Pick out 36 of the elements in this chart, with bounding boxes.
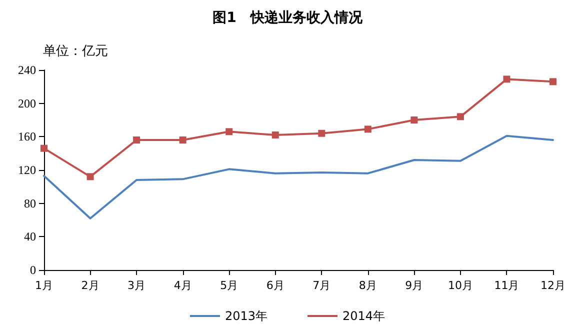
point xyxy=(226,128,233,136)
y-tick-label: 40 xyxy=(24,230,36,244)
chart-title: 图1 快递业务收入情况 xyxy=(212,9,364,26)
point xyxy=(503,76,510,83)
x-tick-label: 10月 xyxy=(448,279,473,292)
y-tick-label: 200 xyxy=(18,96,36,110)
x-tick-label: 6月 xyxy=(266,279,284,292)
y-tick-label: 240 xyxy=(18,63,36,77)
y-tick-label: 0 xyxy=(30,263,36,277)
point xyxy=(40,144,48,152)
x-tick-label: 7月 xyxy=(312,279,331,292)
y-tick-label: 160 xyxy=(18,130,36,144)
x-tick-label: 4月 xyxy=(174,279,192,292)
x-tick-label: 8月 xyxy=(358,279,377,292)
x-tick-label: 9月 xyxy=(405,279,424,292)
y-axis-title: 单位：亿元 xyxy=(43,44,108,59)
x-tick-label: 11月 xyxy=(494,279,520,292)
legend-label: 2013年 xyxy=(224,309,268,323)
point xyxy=(86,173,94,180)
point xyxy=(272,132,279,138)
y-tick-label: 80 xyxy=(24,196,36,210)
point xyxy=(410,116,418,124)
x-tick-label: 2月 xyxy=(81,279,100,292)
point xyxy=(364,126,372,133)
point xyxy=(550,78,556,86)
x-tick-label: 12月 xyxy=(540,279,566,292)
legend-label: 2014年 xyxy=(342,309,386,323)
x-tick-label: 3月 xyxy=(128,279,146,292)
point xyxy=(179,136,186,144)
y-tick-label: 120 xyxy=(18,163,36,177)
x-tick-label: 5月 xyxy=(220,279,238,292)
point xyxy=(456,113,464,120)
point xyxy=(133,136,140,144)
point xyxy=(318,130,326,137)
line-series xyxy=(43,134,554,220)
x-tick-label: 1月 xyxy=(35,279,53,292)
